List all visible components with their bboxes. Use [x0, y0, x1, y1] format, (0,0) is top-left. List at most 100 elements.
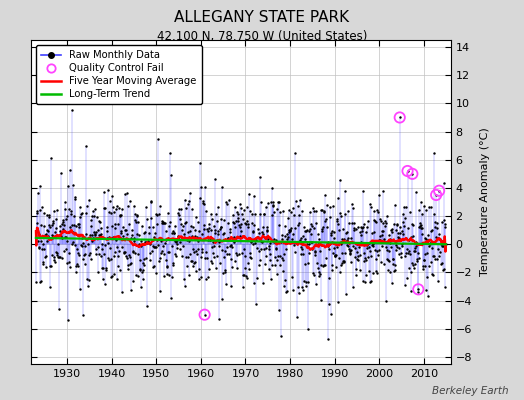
- Point: [286, 226, 294, 233]
- Point: [124, 262, 132, 268]
- Point: [71, 194, 79, 201]
- Point: [175, 236, 183, 242]
- Point: [246, 250, 254, 256]
- Point: [429, 150, 438, 156]
- Point: [399, 210, 408, 217]
- Point: [365, 279, 374, 286]
- Point: [161, 228, 170, 234]
- Point: [50, 254, 58, 260]
- Point: [225, 243, 234, 249]
- Point: [184, 201, 192, 207]
- Point: [308, 245, 316, 252]
- Point: [254, 234, 262, 240]
- Point: [33, 207, 41, 214]
- Point: [380, 261, 389, 268]
- Point: [86, 223, 95, 229]
- Point: [56, 222, 64, 229]
- Point: [318, 207, 326, 214]
- Point: [48, 233, 57, 239]
- Point: [234, 210, 242, 217]
- Point: [313, 265, 322, 271]
- Point: [108, 272, 117, 279]
- Point: [277, 333, 285, 339]
- Point: [137, 284, 145, 291]
- Point: [146, 256, 154, 263]
- Point: [300, 278, 309, 284]
- Point: [265, 246, 274, 252]
- Point: [285, 207, 293, 214]
- Point: [89, 208, 97, 214]
- Point: [37, 222, 45, 228]
- Point: [391, 202, 399, 209]
- Point: [200, 222, 208, 228]
- Point: [52, 250, 61, 256]
- Point: [74, 221, 82, 227]
- Point: [403, 168, 412, 174]
- Point: [49, 220, 57, 226]
- Point: [164, 249, 172, 256]
- Point: [176, 246, 184, 252]
- Point: [420, 257, 429, 263]
- Point: [103, 255, 112, 262]
- Point: [396, 114, 404, 121]
- Point: [348, 205, 357, 211]
- Point: [305, 228, 313, 234]
- Point: [148, 224, 157, 230]
- Point: [200, 312, 209, 318]
- Point: [76, 214, 84, 220]
- Point: [376, 237, 384, 243]
- Point: [373, 270, 381, 276]
- Point: [423, 274, 431, 280]
- Point: [289, 287, 298, 294]
- Point: [100, 251, 108, 257]
- Point: [115, 248, 123, 254]
- Point: [200, 312, 209, 318]
- Point: [74, 250, 82, 257]
- Point: [408, 221, 416, 227]
- Point: [220, 230, 228, 236]
- Point: [167, 172, 176, 179]
- Point: [45, 212, 53, 218]
- Point: [207, 258, 215, 264]
- Point: [68, 107, 76, 114]
- Point: [290, 212, 298, 219]
- Point: [127, 234, 135, 241]
- Point: [188, 206, 196, 213]
- Point: [118, 233, 127, 240]
- Point: [78, 235, 86, 241]
- Point: [117, 230, 125, 236]
- Point: [440, 180, 448, 186]
- Point: [126, 260, 135, 267]
- Point: [341, 188, 350, 194]
- Point: [437, 241, 445, 247]
- Point: [89, 228, 97, 235]
- Point: [239, 246, 248, 252]
- Point: [258, 224, 267, 230]
- Point: [268, 212, 276, 218]
- Point: [56, 228, 64, 235]
- Point: [403, 168, 412, 174]
- Point: [330, 229, 338, 236]
- Point: [296, 235, 304, 242]
- Point: [94, 218, 103, 224]
- Point: [195, 266, 204, 272]
- Point: [229, 212, 237, 218]
- Point: [163, 270, 171, 277]
- Point: [346, 251, 355, 258]
- Point: [214, 243, 223, 249]
- Point: [360, 221, 368, 227]
- Point: [227, 237, 236, 243]
- Point: [97, 253, 105, 259]
- Point: [282, 231, 291, 237]
- Point: [75, 223, 83, 230]
- Point: [209, 239, 217, 246]
- Point: [242, 220, 250, 226]
- Point: [239, 216, 247, 222]
- Point: [324, 239, 333, 245]
- Point: [43, 232, 52, 239]
- Point: [135, 241, 144, 247]
- Point: [137, 243, 146, 249]
- Point: [77, 286, 85, 292]
- Point: [372, 268, 380, 274]
- Point: [381, 244, 390, 250]
